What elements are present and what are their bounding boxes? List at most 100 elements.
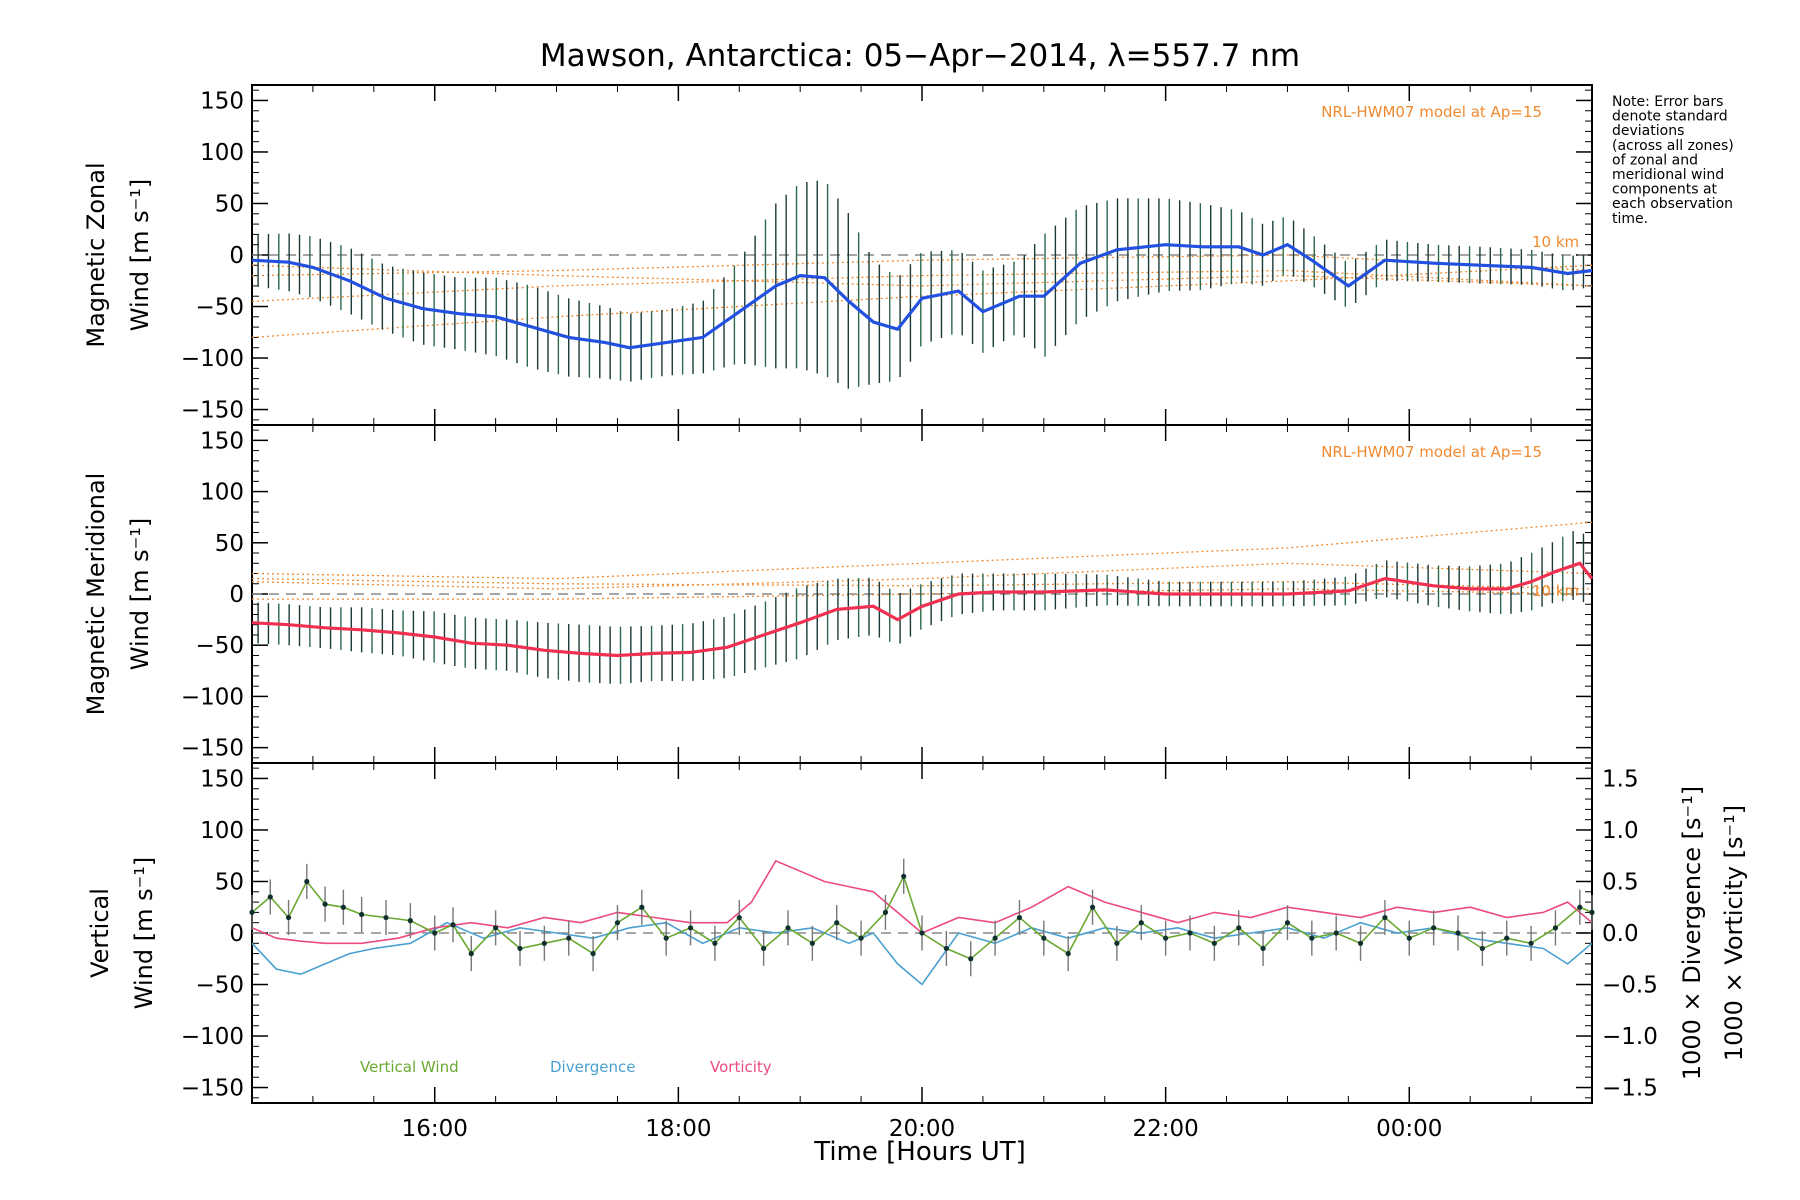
vertical-wind-point <box>1504 935 1510 941</box>
vertical-wind-point <box>1211 940 1217 946</box>
vertical-wind-point <box>517 945 523 952</box>
vertical-wind-point <box>1577 904 1583 910</box>
model-curve <box>252 588 1593 600</box>
vertical-wind-point <box>761 945 767 952</box>
x-tick-label: 00:00 <box>1376 1116 1442 1142</box>
right-y-tick-label: 1.0 <box>1602 818 1639 844</box>
vertical-wind-point <box>901 873 907 879</box>
note-line-8: time. <box>1612 211 1648 227</box>
divergence-axis-text: 1000 × Divergence [s⁻¹] <box>1678 786 1706 1080</box>
vertical-wind-point <box>322 901 328 907</box>
vertical-wind-point <box>663 935 669 941</box>
meridional-panel: −150 −100 −50 0 50 100 150 Magnetic Meridional W… <box>82 424 1594 764</box>
y-tick-label: −50 <box>195 973 244 999</box>
model-curves <box>251 521 1593 600</box>
vertical-wind-point <box>1406 935 1412 941</box>
model-curve <box>251 269 1593 303</box>
vorticity-axis-text: 1000 × Vorticity [s⁻¹] <box>1720 805 1748 1061</box>
right-y-tick-label: −1.0 <box>1602 1024 1658 1050</box>
model-curve <box>251 577 1593 590</box>
vertical-wind-point <box>736 914 742 921</box>
vertical-wind-point <box>1528 940 1534 946</box>
vertical-wind-point <box>340 904 346 910</box>
x-axis-label: Time [Hours UT] <box>813 1137 1026 1167</box>
y-tick-label: −150 <box>181 1076 244 1102</box>
vertical-wind-point <box>687 925 694 931</box>
right-y-tick-label: −0.5 <box>1602 973 1658 999</box>
y-axis-label: Magnetic Zonal Wind [m s⁻¹] <box>82 162 154 347</box>
right-y-tick-label: 0.5 <box>1602 869 1639 895</box>
model-label: NRL-HWM07 model at Ap=15 <box>1321 443 1542 461</box>
vertical-wind-point <box>1187 930 1193 936</box>
y-axis-label: Magnetic Meridional Wind [m s⁻¹] <box>82 473 154 716</box>
y-axis-label: Vertical Wind [m s⁻¹] <box>86 857 158 1009</box>
y-tick-label: 100 <box>200 818 244 844</box>
vertical-wind-point <box>1284 920 1291 926</box>
legend-entry-1: Divergence <box>550 1058 635 1076</box>
note-line-2: deviations <box>1612 123 1684 139</box>
vertical-wind-point <box>1236 925 1242 931</box>
y-tick-label: 150 <box>200 766 244 792</box>
vertical-wind-point <box>809 940 815 946</box>
vertical-wind-point <box>359 911 365 918</box>
vertical-wind-point <box>858 935 864 941</box>
vertical-wind-point <box>267 894 273 900</box>
model-line-label: 10 km <box>1532 233 1579 251</box>
vertical-wind-point <box>1114 940 1120 946</box>
vertical-wind-point <box>639 904 645 910</box>
vertical-wind-point <box>1333 930 1339 936</box>
model-curve <box>251 521 1593 580</box>
y-tick-label: 50 <box>215 869 244 895</box>
vertical-error-bars <box>251 858 1593 977</box>
y-tick-label: 150 <box>200 428 244 454</box>
vertical-wind-point <box>785 925 791 931</box>
vertical-wind-point <box>541 940 547 946</box>
vertical-wind-point <box>943 945 949 952</box>
vertical-wind-point <box>1260 945 1266 952</box>
y-axis-label-line-1: Vertical <box>86 888 114 978</box>
vertical-wind-point <box>1589 909 1595 915</box>
model-line-label: 10 km <box>1532 582 1579 600</box>
y-tick-label: 150 <box>200 88 244 114</box>
y-tick-label: 100 <box>200 480 244 506</box>
y-tick-label: −50 <box>195 633 244 659</box>
vertical-wind-point <box>919 930 925 936</box>
note-line-5: meridional wind <box>1612 167 1724 183</box>
y-tick-label: 0 <box>229 243 244 269</box>
right-y-tick-label: −1.5 <box>1602 1076 1658 1102</box>
y-axis-label-line-2: Wind [m s⁻¹] <box>126 179 154 331</box>
right-y-tick-label: 0.0 <box>1602 921 1639 947</box>
y-tick-label: 100 <box>200 140 244 166</box>
vertical-wind-point <box>1552 925 1559 931</box>
y-axis-label-line-1: Magnetic Meridional <box>82 473 110 716</box>
note-line-6: components at <box>1612 182 1718 198</box>
vertical-wind-point <box>432 930 438 936</box>
x-tick-label: 18:00 <box>645 1116 711 1142</box>
note-line-0: Note: Error bars <box>1612 94 1723 110</box>
zonal-panel: −150 −100 −50 0 50 100 150 Magnetic Zonal Wind [… <box>82 84 1593 426</box>
model-curve <box>251 264 1593 339</box>
vertical-wind-point <box>1016 914 1023 921</box>
vertical-wind-point <box>1357 940 1364 946</box>
note-line-3: (across all zones) <box>1612 138 1734 154</box>
vertical-wind-point <box>1382 914 1388 921</box>
y-tick-label: −50 <box>195 295 244 321</box>
vorticity-axis-label: 1000 × Vorticity [s⁻¹] <box>1720 805 1748 1061</box>
model-curve <box>251 264 1593 287</box>
y-tick-label: 0 <box>229 582 244 608</box>
model-curves <box>251 254 1593 339</box>
vertical-wind-point <box>882 909 889 915</box>
note-line-1: denote standard <box>1612 109 1728 125</box>
vertical-wind-point <box>468 951 474 957</box>
meridional-mean-line <box>251 561 1594 658</box>
error-bars <box>257 180 1585 389</box>
vertical-wind-point <box>304 878 310 885</box>
vertical-wind-point <box>1138 920 1144 926</box>
figure-title: Mawson, Antarctica: 05−Apr−2014, λ=557.7… <box>540 38 1300 74</box>
vertical-wind-point <box>566 935 572 941</box>
x-tick-label: 16:00 <box>402 1116 468 1142</box>
x-axis: 16:00 18:00 20:00 22:00 00:00 <box>402 1116 1443 1142</box>
model-curve <box>251 562 1593 590</box>
y-tick-label: 50 <box>215 191 244 217</box>
